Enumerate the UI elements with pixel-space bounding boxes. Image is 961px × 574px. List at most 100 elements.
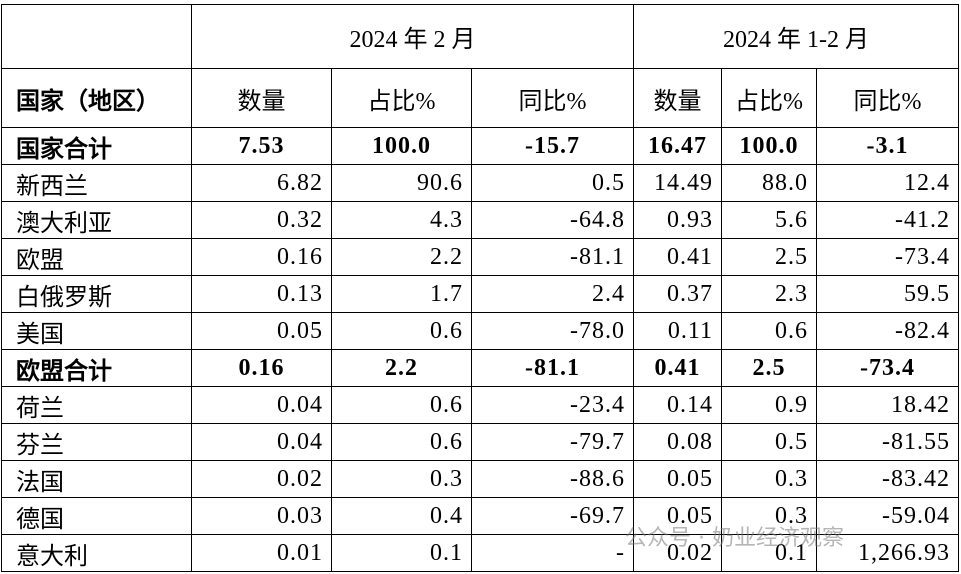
row-label: 欧盟 xyxy=(1,238,192,276)
cell: 0.05 xyxy=(191,312,332,350)
group-title: 2024 年 1-2 月 xyxy=(633,4,960,69)
cell: 2.5 xyxy=(721,238,818,276)
row-label: 荷兰 xyxy=(1,386,192,424)
cell: -73.4 xyxy=(816,238,960,276)
cell: 0.93 xyxy=(633,201,723,239)
cell: 7.53 xyxy=(191,127,332,165)
table-row: 国家合计 7.53 100.0 -15.7 16.47 100.0 -3.1 xyxy=(1,127,960,165)
header-cell xyxy=(1,4,192,69)
cell: 0.16 xyxy=(191,238,332,276)
header-row: 国家（地区） 数量 占比% 同比% 数量 占比% 同比% xyxy=(1,68,960,128)
cell: 4.3 xyxy=(331,201,472,239)
cell: 0.4 xyxy=(331,497,472,535)
cell: 0.08 xyxy=(633,423,723,461)
cell: 0.6 xyxy=(331,423,472,461)
cell: 14.49 xyxy=(633,164,723,202)
row-label: 法国 xyxy=(1,460,192,498)
data-table: 2024 年 2 月 2024 年 1-2 月国家（地区） 数量 占比% 同比% 数量 占比… xyxy=(1,4,960,572)
cell: -41.2 xyxy=(816,201,960,239)
cell: 0.3 xyxy=(721,497,818,535)
watermark: 公众号 · 奶业经济观察 xyxy=(625,526,844,551)
cell: 0.02 xyxy=(191,460,332,498)
cell: 0.11 xyxy=(633,312,723,350)
cell: 1,266.93 xyxy=(816,534,960,572)
cell: 2.3 xyxy=(721,275,818,313)
cell: 0.01 xyxy=(191,534,332,572)
cell: 0.32 xyxy=(191,201,332,239)
header-row: 2024 年 2 月 2024 年 1-2 月 xyxy=(1,4,960,69)
cell: 2.2 xyxy=(331,238,472,276)
cell: 2.2 xyxy=(331,349,472,387)
table-row: 荷兰 0.04 0.6 -23.4 0.14 0.9 18.42 xyxy=(1,386,960,424)
group-title: 2024 年 2 月 xyxy=(190,4,635,69)
cell: 0.05 xyxy=(633,460,723,498)
row-label: 欧盟合计 xyxy=(1,349,192,387)
column-header: 占比% xyxy=(721,68,818,128)
cell: -69.7 xyxy=(470,497,635,535)
row-label: 白俄罗斯 xyxy=(1,275,192,313)
cell: -81.55 xyxy=(816,423,960,461)
cell: -81.1 xyxy=(470,238,635,276)
table-row: 美国 0.05 0.6 -78.0 0.11 0.6 -82.4 xyxy=(1,312,960,350)
table-row: 欧盟合计 0.16 2.2 -81.1 0.41 2.5 -73.4 xyxy=(1,349,960,387)
cell: 1.7 xyxy=(331,275,472,313)
cell: 0.14 xyxy=(633,386,723,424)
cell: 0.6 xyxy=(721,312,818,350)
cell: 0.04 xyxy=(191,386,332,424)
cell: 12.4 xyxy=(816,164,960,202)
cell: -88.6 xyxy=(470,460,635,498)
row-label: 国家合计 xyxy=(1,127,192,165)
cell: 100.0 xyxy=(331,127,472,165)
cell: 0.41 xyxy=(633,238,723,276)
table-row: 欧盟 0.16 2.2 -81.1 0.41 2.5 -73.4 xyxy=(1,238,960,276)
cell: -3.1 xyxy=(816,127,960,165)
table-row: 澳大利亚 0.32 4.3 -64.8 0.93 5.6 -41.2 xyxy=(1,201,960,239)
cell: 0.6 xyxy=(331,312,472,350)
cell: -79.7 xyxy=(470,423,635,461)
row-label: 芬兰 xyxy=(1,423,192,461)
cell: 0.02 xyxy=(633,534,723,572)
cell: - xyxy=(470,534,635,572)
cell: 88.0 xyxy=(721,164,818,202)
cell: -73.4 xyxy=(816,349,960,387)
column-header: 国家（地区） xyxy=(1,68,192,128)
table-row: 意大利 0.01 0.1-0.02 0.1 1,266.93 xyxy=(1,534,960,572)
table-row: 法国 0.02 0.3 -88.6 0.05 0.3 -83.42 xyxy=(1,460,960,498)
row-label: 澳大利亚 xyxy=(1,201,192,239)
cell: 0.13 xyxy=(191,275,332,313)
cell: -82.4 xyxy=(816,312,960,350)
table-row: 芬兰 0.04 0.6 -79.7 0.08 0.5 -81.55 xyxy=(1,423,960,461)
cell: 16.47 xyxy=(633,127,723,165)
cell: -81.1 xyxy=(470,349,635,387)
column-header: 数量 xyxy=(191,68,332,128)
column-header: 同比% xyxy=(470,68,635,128)
cell: 0.1 xyxy=(721,534,818,572)
cell: 0.03 xyxy=(191,497,332,535)
cell: 0.3 xyxy=(721,460,818,498)
cell: 18.42 xyxy=(816,386,960,424)
cell: 0.5 xyxy=(470,164,635,202)
table-row: 新西兰 6.82 90.6 0.5 14.49 88.0 12.4 xyxy=(1,164,960,202)
cell: -78.0 xyxy=(470,312,635,350)
cell: 0.9 xyxy=(721,386,818,424)
table-row: 白俄罗斯 0.13 1.7 2.4 0.37 2.3 59.5 xyxy=(1,275,960,313)
cell: -23.4 xyxy=(470,386,635,424)
cell: 0.3 xyxy=(331,460,472,498)
cell: 0.41 xyxy=(633,349,723,387)
cell: 5.6 xyxy=(721,201,818,239)
cell: 2.4 xyxy=(470,275,635,313)
cell: 0.5 xyxy=(721,423,818,461)
cell: 90.6 xyxy=(331,164,472,202)
cell: -64.8 xyxy=(470,201,635,239)
row-label: 德国 xyxy=(1,497,192,535)
cell: 2.5 xyxy=(721,349,818,387)
cell: 100.0 xyxy=(721,127,818,165)
cell: 0.04 xyxy=(191,423,332,461)
cell: 0.37 xyxy=(633,275,723,313)
column-header: 占比% xyxy=(331,68,472,128)
column-header: 数量 xyxy=(633,68,723,128)
column-header: 同比% xyxy=(816,68,960,128)
cell: 59.5 xyxy=(816,275,960,313)
row-label: 美国 xyxy=(1,312,192,350)
